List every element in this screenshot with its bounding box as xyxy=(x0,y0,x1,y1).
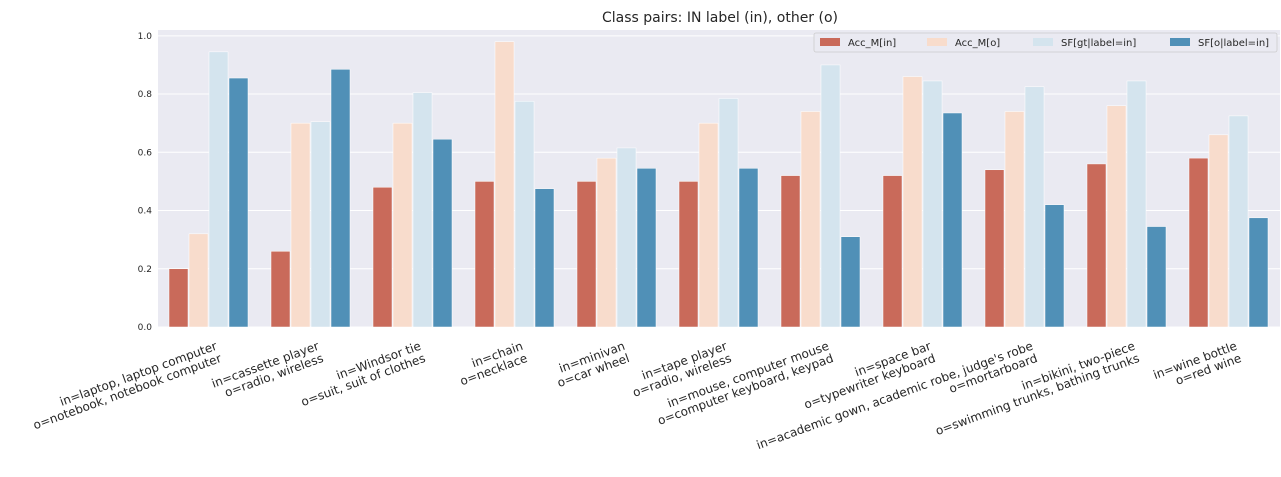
bar xyxy=(922,80,943,328)
x-category-label-line: o=notebook, notebook computer xyxy=(31,351,223,432)
bar xyxy=(1248,217,1269,328)
bar xyxy=(1228,115,1249,328)
bar xyxy=(840,236,861,328)
bar xyxy=(616,147,637,328)
bar xyxy=(636,168,657,328)
legend-label: SF[o|label=in] xyxy=(1198,38,1269,49)
bar xyxy=(718,98,739,328)
legend-label: Acc_M[in] xyxy=(848,38,896,49)
bar xyxy=(432,138,453,328)
bar xyxy=(270,251,291,328)
bar xyxy=(1188,157,1209,328)
bar xyxy=(208,51,229,328)
bar xyxy=(576,181,597,328)
bar xyxy=(1126,80,1147,328)
bar xyxy=(514,101,535,328)
bar xyxy=(494,41,515,328)
bar xyxy=(474,181,495,328)
legend-swatch xyxy=(927,38,947,46)
bar xyxy=(942,112,963,328)
bar xyxy=(738,168,759,328)
bar xyxy=(1086,163,1107,328)
bar xyxy=(228,77,249,328)
bar xyxy=(412,92,433,328)
chart-title: Class pairs: IN label (in), other (o) xyxy=(602,10,838,26)
bar xyxy=(372,186,393,328)
legend-swatch xyxy=(1170,38,1190,46)
bar xyxy=(1146,226,1167,328)
legend: Acc_M[in] Acc_M[o] SF[gt|label=in] SF[o|lab… xyxy=(813,32,1278,53)
legend-swatch xyxy=(1033,38,1053,46)
bar xyxy=(820,64,841,328)
y-tick-label: 0.4 xyxy=(138,207,153,217)
bar xyxy=(1004,111,1025,328)
y-tick-label: 0.8 xyxy=(138,90,153,100)
y-axis-ticks: 0.0 0.2 0.4 0.6 0.8 1.0 xyxy=(138,32,153,333)
legend-label: SF[gt|label=in] xyxy=(1061,38,1136,49)
bar xyxy=(392,122,413,328)
bar xyxy=(310,121,331,328)
bar xyxy=(1044,204,1065,328)
bar xyxy=(678,181,699,328)
bars xyxy=(168,41,1269,328)
bar xyxy=(800,111,821,328)
bar xyxy=(984,169,1005,328)
bar xyxy=(698,122,719,328)
bar xyxy=(534,188,555,328)
bar xyxy=(1208,134,1229,328)
bar xyxy=(882,175,903,328)
y-tick-label: 0.2 xyxy=(138,265,152,275)
bar xyxy=(290,122,311,328)
y-tick-label: 1.0 xyxy=(138,32,153,42)
bar xyxy=(902,76,923,328)
y-tick-label: 0.6 xyxy=(138,148,153,158)
bar xyxy=(1106,105,1127,328)
legend-swatch xyxy=(820,38,840,46)
y-tick-label: 0.0 xyxy=(138,323,153,333)
bar xyxy=(780,175,801,328)
bar xyxy=(1024,86,1045,328)
bar xyxy=(330,69,351,328)
legend-label: Acc_M[o] xyxy=(955,38,1000,49)
bar xyxy=(596,157,617,328)
bar xyxy=(168,268,189,328)
bar xyxy=(188,233,209,328)
